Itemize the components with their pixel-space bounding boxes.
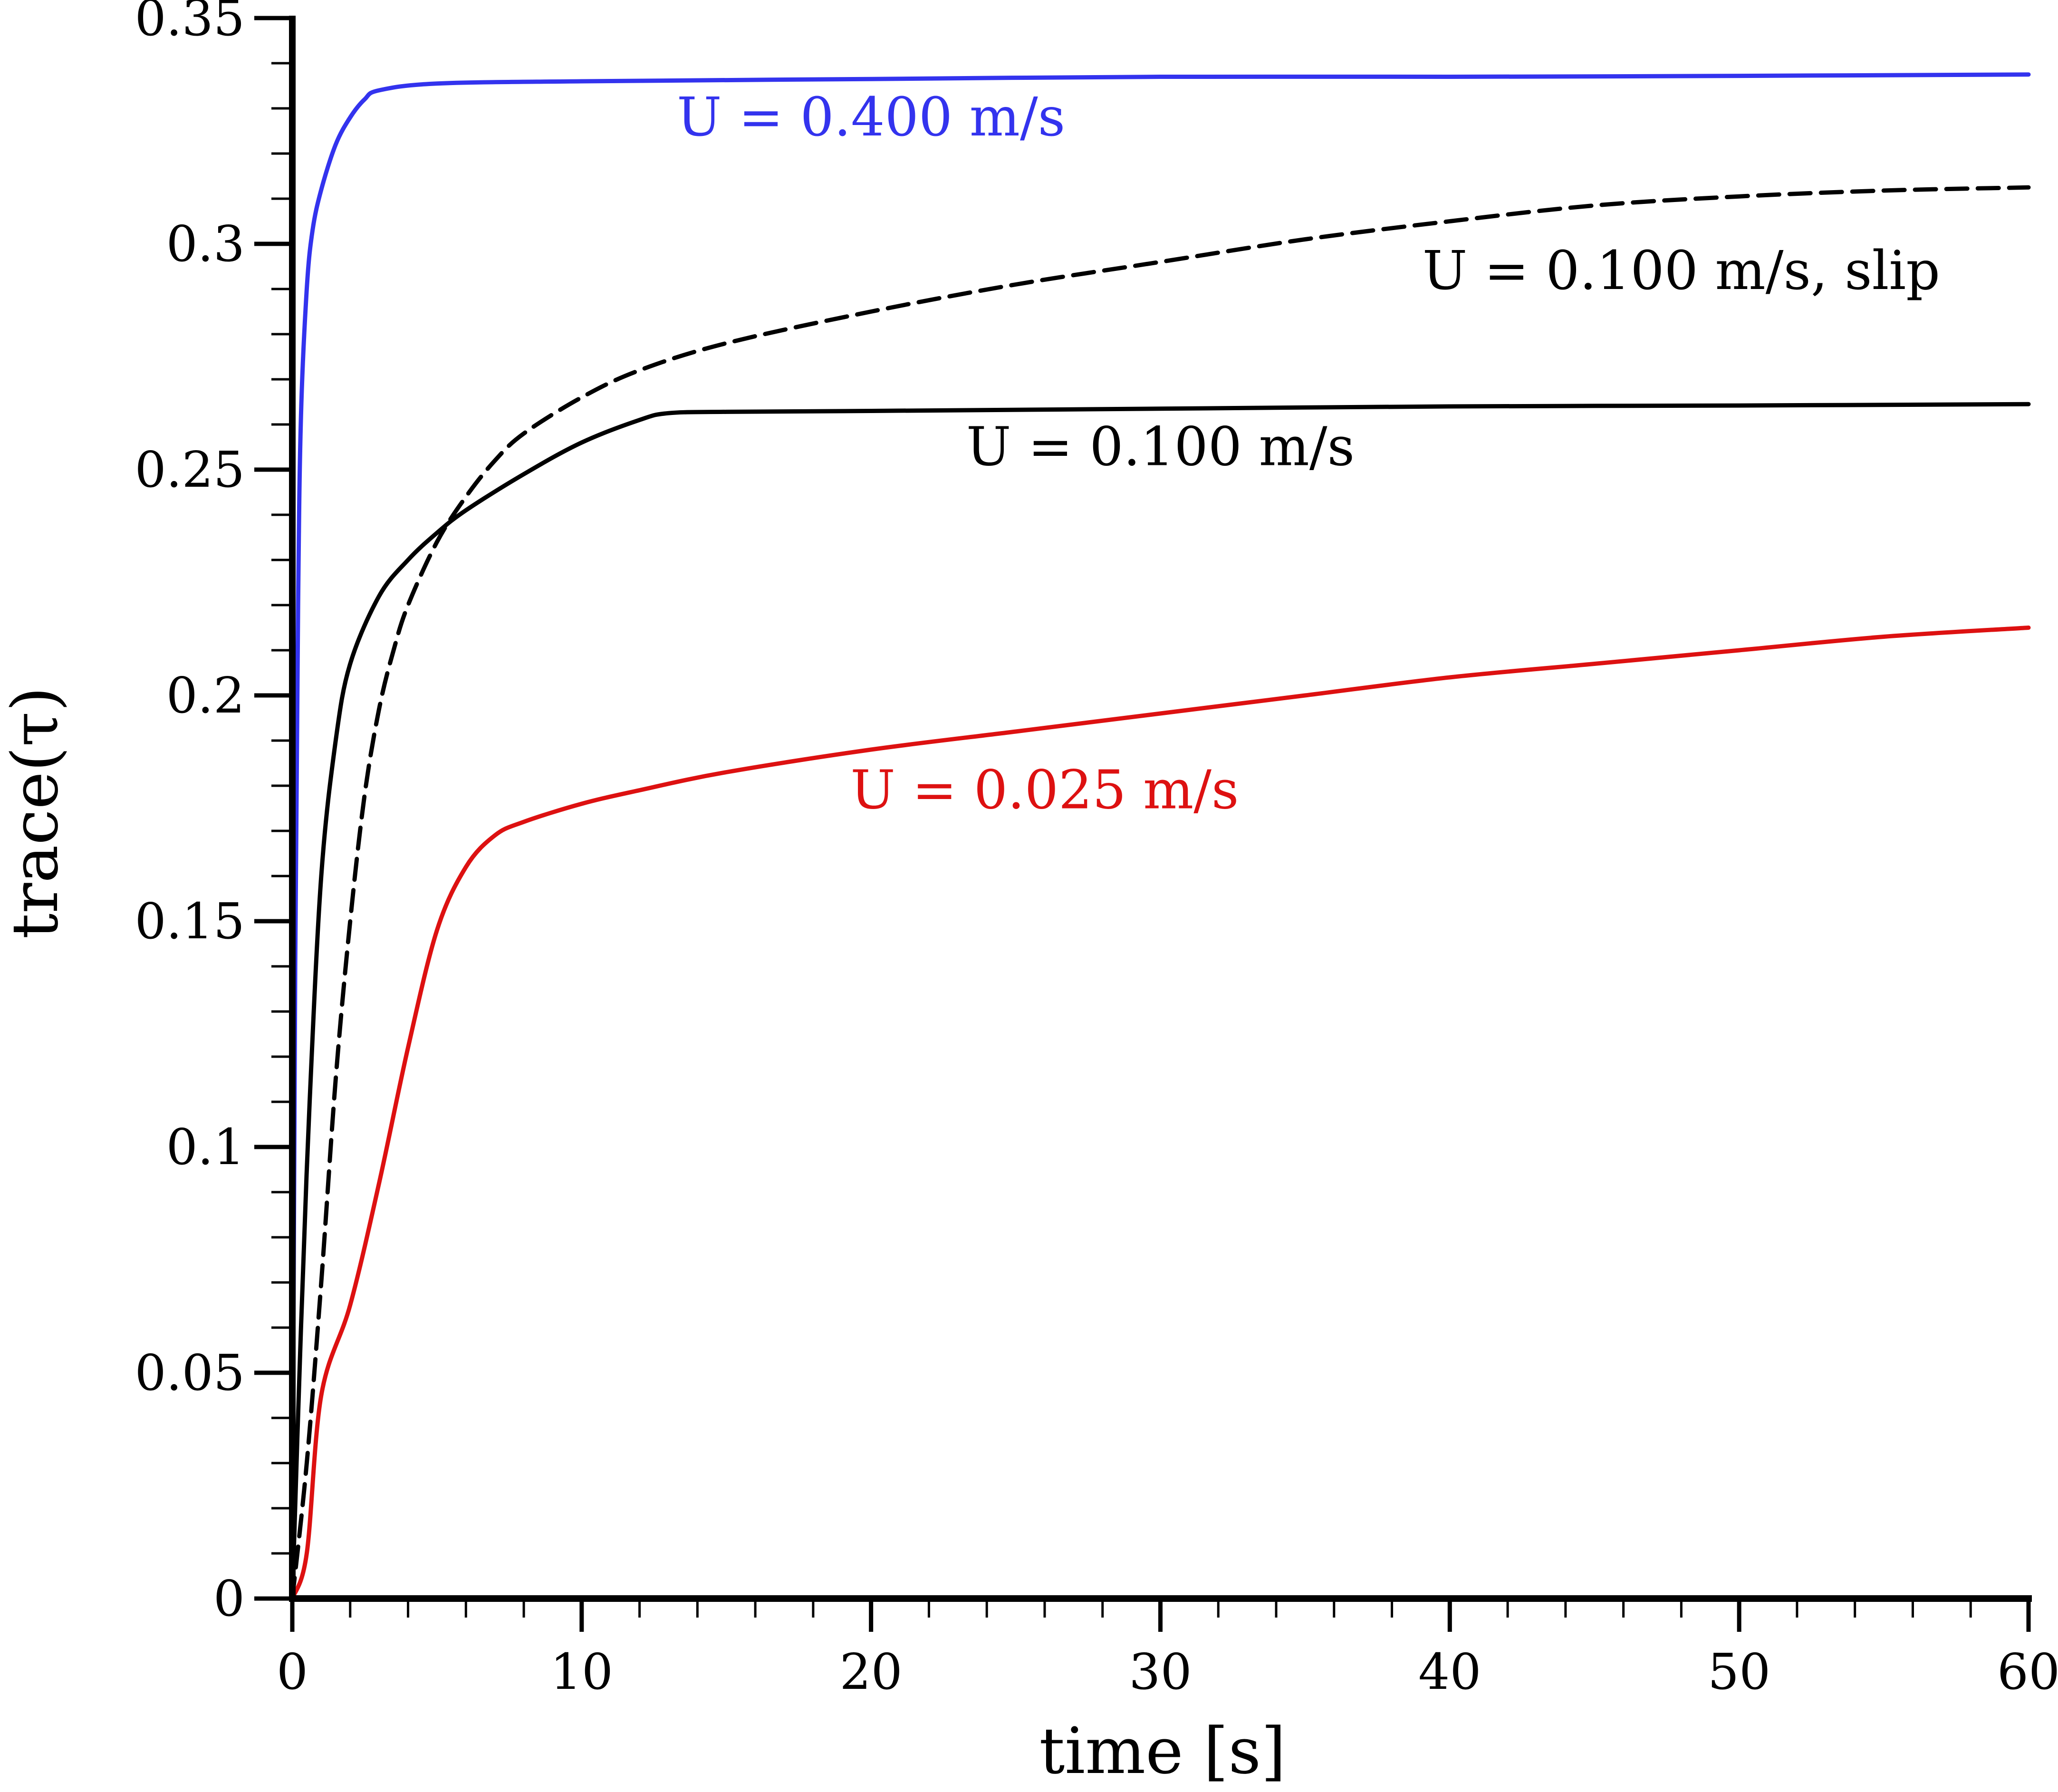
y-tick-label: 0.25 — [135, 441, 245, 499]
y-tick-label: 0.05 — [135, 1344, 245, 1402]
series-label-3: U = 0.025 m/s — [850, 760, 1239, 821]
x-tick-label: 30 — [1129, 1643, 1192, 1701]
x-axis-title: time [s] — [1039, 1714, 1286, 1788]
x-tick-label: 20 — [839, 1643, 902, 1701]
y-tick-label: 0 — [213, 1570, 245, 1628]
series-line-0 — [290, 72, 2031, 1601]
series-lines — [290, 72, 2031, 1601]
y-tick-label: 0.15 — [135, 892, 245, 950]
minor-ticks — [271, 62, 1972, 1618]
series-label-1: U = 0.100 m/s, slip — [1423, 240, 1940, 302]
x-tick-label: 10 — [550, 1643, 613, 1701]
y-tick-label: 0.1 — [166, 1118, 245, 1176]
x-tick-label: 50 — [1708, 1643, 1770, 1701]
series-line-3 — [290, 626, 2031, 1601]
y-tick-label: 0.2 — [166, 666, 245, 724]
series-line-2 — [290, 402, 2031, 1601]
y-tick-label: 0.3 — [166, 215, 245, 273]
y-axis-title: trace(τ) — [0, 687, 72, 939]
x-tick-label: 40 — [1418, 1643, 1481, 1701]
series-annotations: U = 0.400 m/s U = 0.100 m/s, slip U = 0.10… — [677, 87, 1940, 821]
tick-labels: 0 0.05 0.1 0.15 0.2 0.25 0.3 0.35 0 10 20 30 40 50 60 — [135, 0, 2058, 1701]
series-line-1 — [290, 185, 2031, 1601]
x-tick-label: 60 — [1997, 1643, 2058, 1701]
series-label-2: U = 0.100 m/s — [966, 416, 1355, 478]
y-tick-label: 0.35 — [135, 0, 245, 47]
tick-marks — [254, 16, 2031, 1632]
series-label-0: U = 0.400 m/s — [677, 87, 1065, 148]
x-tick-label: 0 — [277, 1643, 308, 1701]
